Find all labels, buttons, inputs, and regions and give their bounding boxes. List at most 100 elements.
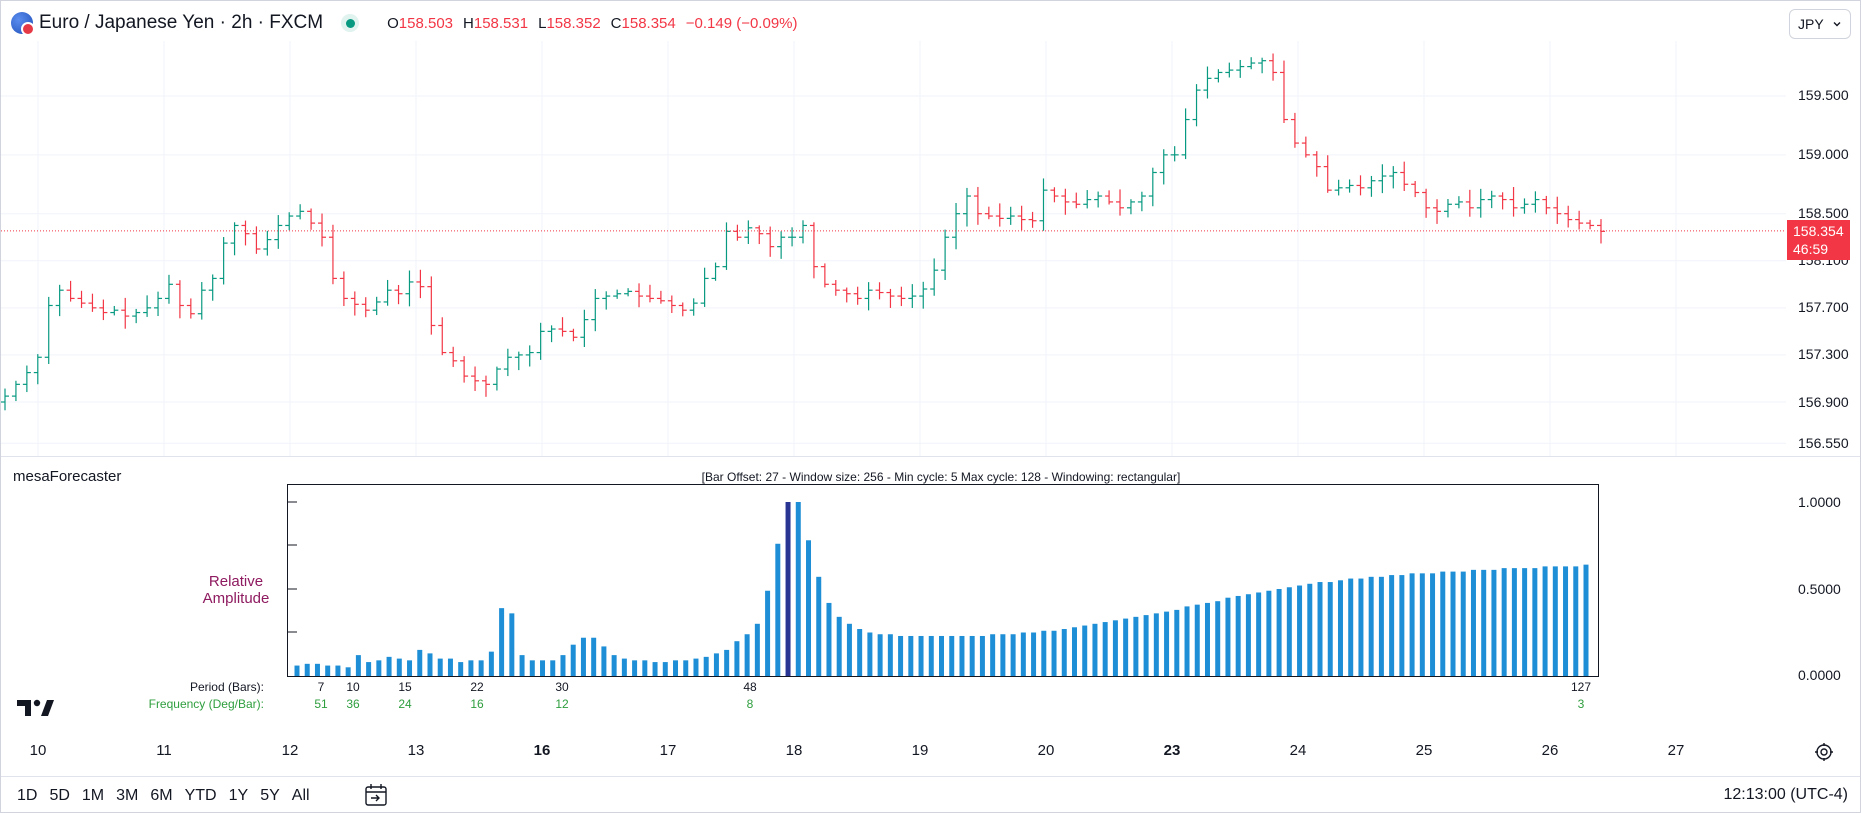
- ohlc-bar: [1258, 57, 1267, 74]
- spectrum-bar: [488, 651, 494, 676]
- spectrum-bar: [724, 649, 730, 676]
- ohlc-bar: [1050, 187, 1059, 203]
- spectrum-bar: [990, 634, 996, 676]
- spectrum-bar: [1041, 630, 1047, 676]
- ohlc-bar: [394, 284, 403, 305]
- spectrum-bar: [601, 646, 607, 676]
- market-open-icon[interactable]: [341, 14, 360, 32]
- spectrum-bar: [713, 653, 719, 676]
- frequency-tick: 36: [346, 697, 360, 711]
- spectrum-bar: [1358, 578, 1364, 676]
- spectrum-bar: [314, 663, 320, 676]
- spectrum-bar: [969, 635, 975, 676]
- ohlc-bar: [1094, 191, 1103, 208]
- spectrum-frame: [287, 484, 1599, 677]
- spectrum-bar: [1235, 595, 1241, 676]
- spectrum-bar: [959, 635, 965, 676]
- range-button[interactable]: 5Y: [260, 787, 280, 804]
- range-button[interactable]: 1D: [17, 787, 38, 804]
- spectrum-bar: [775, 543, 781, 676]
- ohlc-bar: [952, 202, 961, 250]
- ohlc-bar: [744, 220, 753, 244]
- range-button[interactable]: 5D: [49, 787, 70, 804]
- spectrum-bar: [816, 576, 822, 676]
- ohlc-bar: [645, 284, 654, 303]
- ohlc-bar: [492, 366, 501, 391]
- range-buttons: 1D 5D 1M 3M 6M YTD 1Y 5Y All: [11, 785, 316, 807]
- ohlc-bar: [962, 187, 971, 227]
- last-price: 158.354: [1793, 223, 1844, 239]
- frequency-tick: 51: [314, 697, 328, 711]
- timezone-clock[interactable]: 12:13:00 (UTC-4): [1723, 786, 1849, 803]
- spectrum-bar: [1215, 601, 1221, 676]
- spectrum-bar: [1112, 620, 1118, 676]
- ohlc-bar: [1170, 146, 1179, 162]
- ohlc-bar: [1148, 167, 1157, 207]
- range-button[interactable]: 3M: [116, 787, 139, 804]
- spectrum-bar: [1460, 571, 1466, 676]
- range-button[interactable]: All: [291, 787, 310, 804]
- spectrum-bar: [1563, 566, 1569, 676]
- spectrum-bar: [1256, 592, 1262, 676]
- range-button[interactable]: 1Y: [228, 787, 249, 804]
- ohlc-bar: [1509, 187, 1518, 217]
- ohlc-bar: [635, 283, 644, 308]
- frequency-tick: 8: [746, 697, 754, 711]
- spectrum-bar: [304, 663, 310, 676]
- currency-select[interactable]: JPY: [1789, 9, 1851, 39]
- spectrum-bar: [1143, 615, 1149, 676]
- spectrum-bar: [1133, 616, 1139, 676]
- ohlc-bar: [995, 203, 1004, 227]
- symbol-title[interactable]: Euro / Japanese Yen · 2h · FXCM: [39, 12, 324, 33]
- spectrum-bar: [550, 660, 556, 676]
- ohlc-bar: [1531, 191, 1540, 213]
- ohlc-bar: [1269, 53, 1278, 81]
- ohlc-bar: [143, 295, 152, 317]
- gear-icon[interactable]: [1813, 741, 1835, 763]
- spectrum-bar: [1399, 575, 1405, 676]
- spectrum-bar: [836, 616, 842, 676]
- spectrum-bar: [1010, 634, 1016, 676]
- ohlc-bar: [1378, 164, 1387, 194]
- ohlc-bar: [460, 356, 469, 383]
- ohlc-bar: [121, 297, 130, 329]
- spectrum-bar: [1532, 568, 1538, 676]
- range-button[interactable]: YTD: [184, 787, 217, 804]
- spectrum-bar: [1020, 632, 1026, 676]
- spectrum-chart: [287, 484, 1599, 677]
- indicator-name[interactable]: mesaForecaster: [13, 468, 122, 485]
- spectrum-bar: [335, 665, 341, 676]
- price-label: 157.300: [1798, 346, 1849, 362]
- ohlc-bar: [722, 222, 731, 270]
- spectrum-bar: [509, 613, 515, 676]
- spectrum-bar: [1419, 573, 1425, 676]
- go-to-date-icon[interactable]: [363, 782, 389, 808]
- spectrum-bar: [826, 602, 832, 676]
- ohlc-bar: [241, 220, 250, 246]
- ohlc-bar: [853, 286, 862, 305]
- range-button[interactable]: 1M: [81, 787, 105, 804]
- pane-divider[interactable]: [1, 456, 1860, 457]
- ohlc-bar: [1312, 151, 1321, 177]
- range-button[interactable]: 6M: [150, 787, 173, 804]
- ohlc-bar: [296, 204, 305, 220]
- spectrum-bar: [1522, 568, 1528, 676]
- spectrum-bar: [1031, 632, 1037, 676]
- price-chart[interactable]: [1, 41, 1786, 456]
- ohlc-bar: [799, 220, 807, 244]
- relative-amplitude-label: Relative Amplitude: [202, 573, 270, 607]
- spectrum-bar: [325, 665, 331, 676]
- spectrum-bar: [928, 635, 934, 676]
- spectrum-bar: [673, 660, 679, 676]
- spectrum-bar: [540, 660, 546, 676]
- spectrum-bar: [867, 632, 873, 676]
- spectrum-bar: [1153, 613, 1159, 676]
- tradingview-logo-icon[interactable]: [15, 696, 55, 720]
- ohlc-bar: [1345, 179, 1354, 193]
- spectrum-bar: [376, 660, 382, 676]
- ohlc-bar: [766, 226, 775, 257]
- ohlc-bar: [1126, 199, 1135, 215]
- spectrum-bar: [1266, 590, 1272, 676]
- ohlc-bar: [154, 291, 163, 317]
- ohlc-bar: [175, 280, 184, 319]
